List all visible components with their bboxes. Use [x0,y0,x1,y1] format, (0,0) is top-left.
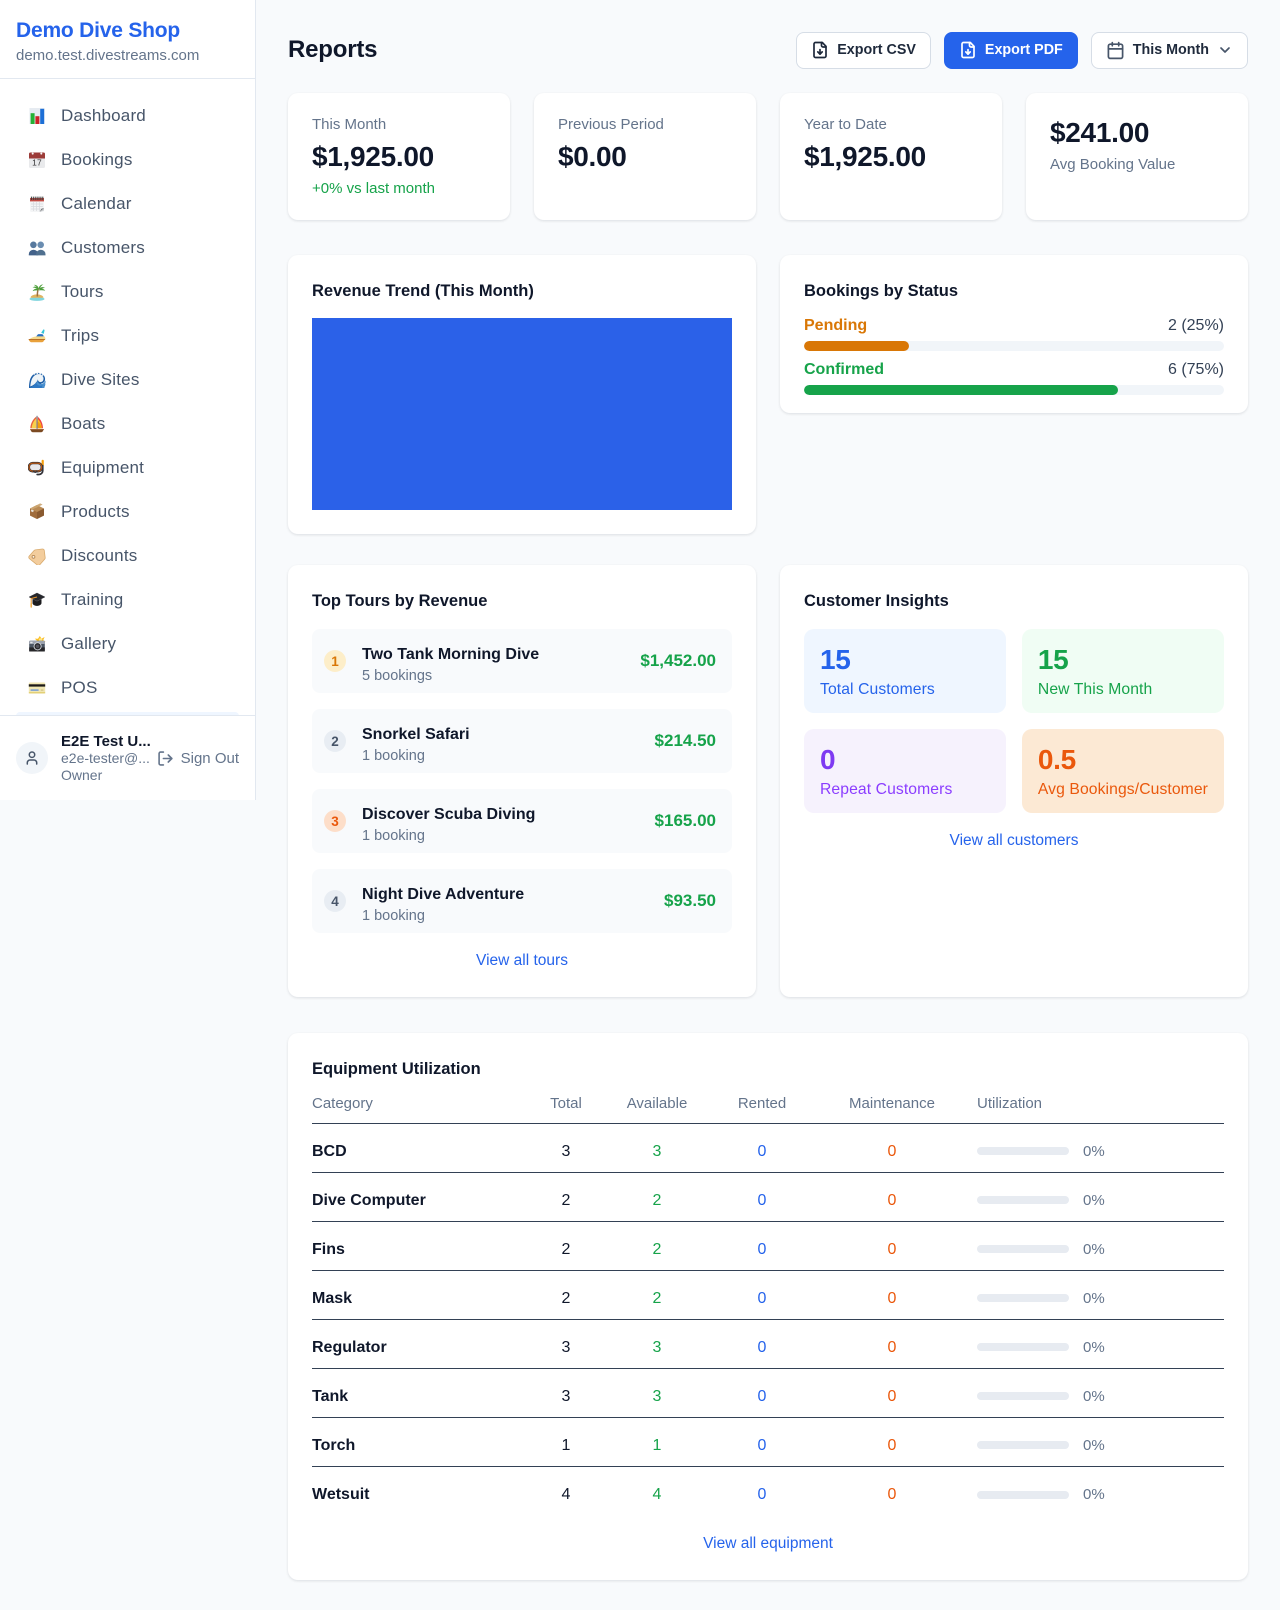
svg-text:17: 17 [32,158,42,168]
